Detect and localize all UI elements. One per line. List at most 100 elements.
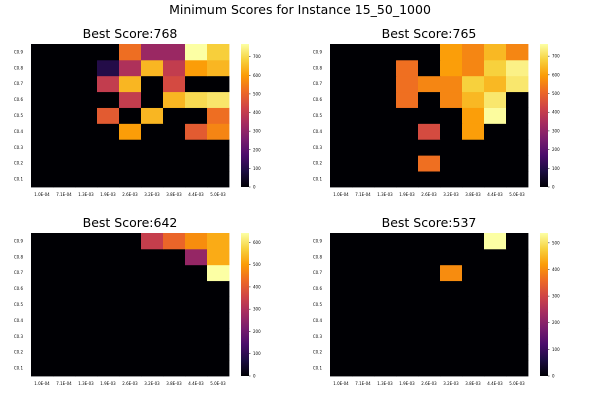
heatmap-cell	[440, 171, 463, 188]
heatmap-cell	[374, 328, 397, 345]
heatmap-cell	[119, 360, 142, 377]
heatmap-cell	[207, 91, 230, 108]
heatmap-cell	[330, 91, 353, 108]
heatmap-cell	[506, 344, 529, 361]
heatmap-cell	[97, 360, 120, 377]
heatmap-cell	[374, 248, 397, 266]
heatmap-cell	[185, 248, 208, 266]
heatmap-cell	[185, 107, 208, 124]
heatmap-cell	[163, 123, 186, 140]
x-tick-label: 3.8E-03	[166, 381, 182, 386]
colorbar	[540, 44, 548, 187]
colorbar-tick-label: 0	[253, 374, 256, 379]
heatmap-cell	[418, 360, 441, 377]
heatmap-cell	[97, 248, 120, 266]
heatmap-cell	[396, 59, 419, 77]
heatmap-cell	[462, 296, 485, 313]
x-tick-label: 3.8E-03	[465, 192, 481, 197]
colorbar-tick-label: 600	[552, 72, 560, 77]
heatmap-cell	[207, 75, 230, 93]
heatmap-cell	[75, 296, 98, 313]
heatmap-cell	[352, 312, 375, 329]
heatmap-cell	[418, 75, 441, 93]
heatmap-cell	[374, 344, 397, 361]
heatmap-cell	[352, 75, 375, 93]
heatmap-cell	[484, 155, 507, 172]
heatmap-cell	[185, 328, 208, 345]
x-tick-label: 2.6E-03	[122, 381, 138, 386]
heatmap-cell	[440, 155, 463, 172]
heatmap-cell	[374, 44, 397, 61]
heatmap-cell	[207, 123, 230, 140]
x-tick-label: 3.8E-03	[166, 192, 182, 197]
heatmap-cell	[440, 312, 463, 329]
heatmap-cell	[352, 233, 375, 250]
heatmap-cell	[330, 155, 353, 172]
x-tick-label: 5.0E-03	[509, 192, 525, 197]
heatmap-cell	[75, 59, 98, 77]
heatmap-cell	[506, 59, 529, 77]
x-tick-label: 1.0E-04	[34, 381, 50, 386]
heatmap-cell	[352, 264, 375, 282]
heatmap-cell	[440, 107, 463, 124]
heatmap-cell	[141, 360, 164, 377]
heatmap-cell	[141, 328, 164, 345]
heatmap-cell	[97, 280, 120, 297]
x-tick-label: 3.2E-03	[144, 381, 160, 386]
colorbar-tick-label: 500	[552, 240, 560, 245]
heatmap-cell	[97, 344, 120, 361]
heatmap-cell	[396, 91, 419, 108]
x-tick-label: 3.2E-03	[144, 192, 160, 197]
heatmap-cell	[141, 75, 164, 93]
heatmap-cell	[484, 44, 507, 61]
y-tick-label: C0.7	[313, 270, 323, 275]
heatmap-cell	[31, 59, 54, 77]
heatmap-cell	[53, 280, 76, 297]
colorbar-tick-label: 0	[253, 185, 256, 190]
heatmap-cell	[374, 59, 397, 77]
heatmap-cell	[440, 44, 463, 61]
x-tick-label: 5.0E-03	[210, 381, 226, 386]
heatmap-cell	[352, 328, 375, 345]
colorbar-tick-label: 400	[253, 110, 261, 115]
heatmap-cell	[330, 312, 353, 329]
heatmap-cell	[418, 139, 441, 156]
y-tick-label: C0.4	[14, 129, 24, 134]
colorbar-tick-label: 500	[552, 91, 560, 96]
heatmap-cell	[440, 360, 463, 377]
heatmap-cell	[163, 44, 186, 61]
x-tick-label: 1.9E-03	[100, 381, 116, 386]
heatmap-cell	[352, 123, 375, 140]
y-tick-label: C0.6	[313, 97, 323, 102]
heatmap-cell	[484, 248, 507, 266]
heatmap-cell	[141, 296, 164, 313]
heatmap-cell	[396, 264, 419, 282]
colorbar-tick-label: 600	[253, 73, 261, 78]
x-tick-label: 7.1E-04	[355, 192, 371, 197]
y-tick-label: C0.1	[313, 177, 323, 182]
heatmap-cell	[374, 264, 397, 282]
y-tick-label: C0.9	[14, 238, 24, 243]
y-tick-label: C0.4	[313, 318, 323, 323]
y-tick-label: C0.6	[313, 286, 323, 291]
heatmap-cell	[462, 312, 485, 329]
heatmap-cell	[418, 264, 441, 282]
heatmap-cell	[163, 264, 186, 282]
heatmap-cell	[163, 280, 186, 297]
heatmap-cell	[396, 248, 419, 266]
y-tick-label: C0.7	[14, 270, 24, 275]
heatmap-cell	[396, 171, 419, 188]
heatmap-cell	[31, 107, 54, 124]
colorbar-tick-label: 100	[552, 347, 560, 352]
x-tick-label: 7.1E-04	[56, 381, 72, 386]
heatmap-cell	[506, 91, 529, 108]
x-tick-label: 1.9E-03	[100, 192, 116, 197]
x-tick-label: 7.1E-04	[355, 381, 371, 386]
heatmap-cell	[396, 280, 419, 297]
heatmap-cell	[374, 233, 397, 250]
heatmap-cell	[462, 171, 485, 188]
heatmap-cell	[119, 75, 142, 93]
heatmap-cell	[185, 296, 208, 313]
heatmap-cell	[440, 75, 463, 93]
heatmap-cell	[31, 344, 54, 361]
